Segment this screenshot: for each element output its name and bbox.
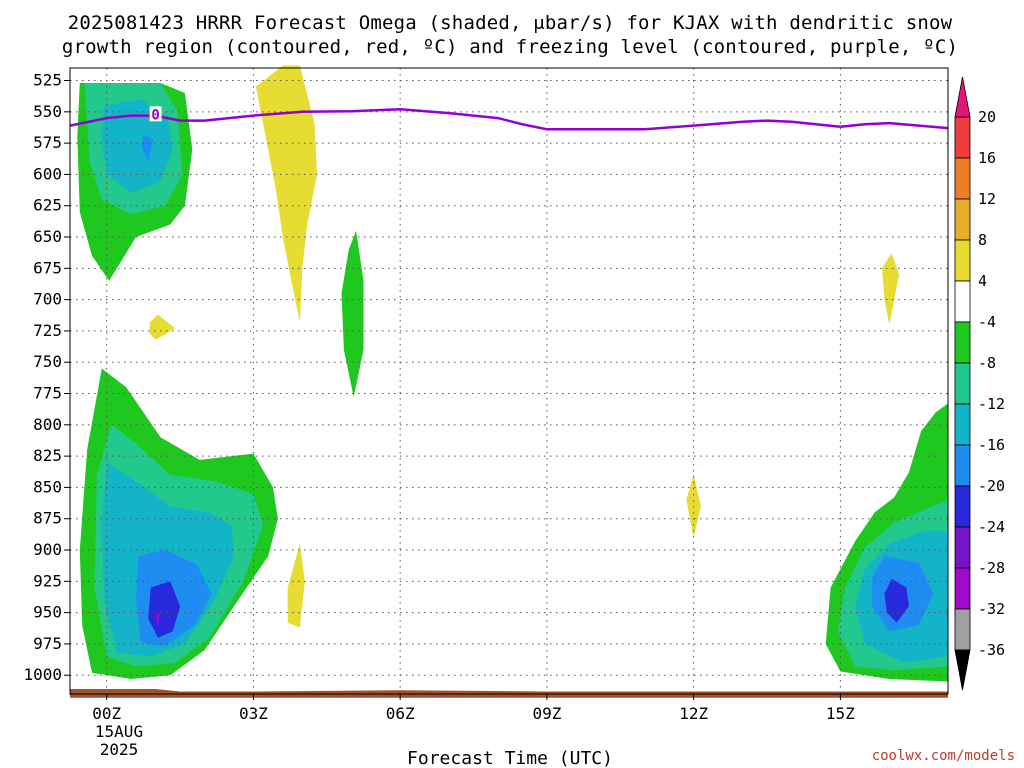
colorbar-bin-3 [955,240,970,281]
ytick-label-525: 525 [33,71,62,90]
freezing-level-label: 0 [151,107,159,123]
colorbar-label-5: -4 [978,313,996,331]
colorbar-bin-4 [955,281,970,322]
ytick-label-975: 975 [33,634,62,653]
colorbar-bin-11 [955,568,970,609]
colorbar-bin-0 [955,117,970,158]
x-date-day: 15AUG [95,722,143,741]
freezing-level-contour: 0 [70,106,948,129]
colorbar-bin-8 [955,445,970,486]
colorbar-label-4: 4 [978,272,987,290]
omega-region-18 [288,544,305,628]
ytick-label-1000: 1000 [23,665,62,684]
ytick-label-900: 900 [33,540,62,559]
colorbar-label-13: -36 [978,641,1005,659]
ytick-label-675: 675 [33,258,62,277]
colorbar-bin-10 [955,527,970,568]
colorbar-bin-1 [955,158,970,199]
colorbar-bin-5 [955,322,970,363]
omega-shaded-regions [77,66,948,682]
x-date-year: 2025 [100,740,139,759]
ytick-label-875: 875 [33,509,62,528]
colorbar: 20 16 12 8 4 -4 -8 -12 -16 -20 -24 -28 -32 -36 [955,77,1005,690]
xtick-label-3: 03Z [239,704,268,723]
y-axis-ticks: 525 550 575 600 625 650 675 700 725 750 775 800 825 8… [23,71,70,685]
ytick-label-700: 700 [33,290,62,309]
ytick-label-550: 550 [33,102,62,121]
colorbar-bin-9 [955,486,970,527]
colorbar-label-11: -28 [978,559,1005,577]
ytick-label-950: 950 [33,603,62,622]
omega-region-20 [882,253,899,324]
ground-fill [70,689,948,698]
ytick-label-600: 600 [33,164,62,183]
ytick-label-850: 850 [33,477,62,496]
colorbar-label-1: 16 [978,149,996,167]
colorbar-label-2: 12 [978,190,996,208]
credit-text: coolwx.com/models [872,748,1015,764]
omega-region-16 [342,231,364,397]
xtick-label-0: 00Z [92,704,121,723]
colorbar-bin-6 [955,363,970,404]
colorbar-bin-2 [955,199,970,240]
xtick-label-6: 06Z [386,704,415,723]
ytick-label-650: 650 [33,227,62,246]
x-axis-label: Forecast Time (UTC) [407,748,613,768]
xtick-label-15: 15Z [826,704,855,723]
xtick-label-12: 12Z [679,704,708,723]
colorbar-over-triangle [955,77,970,117]
ytick-label-625: 625 [33,196,62,215]
colorbar-bin-12 [955,609,970,650]
chart-title-line-1: 2025081423 HRRR Forecast Omega (shaded, … [68,12,953,34]
colorbar-label-7: -12 [978,395,1005,413]
ytick-label-725: 725 [33,321,62,340]
ytick-label-800: 800 [33,415,62,434]
colorbar-label-6: -8 [978,354,996,372]
chart-title-line-2: growth region (contoured, red, ºC) and f… [62,36,958,58]
ground-terrain [70,689,948,698]
colorbar-label-8: -16 [978,436,1005,454]
colorbar-bin-7 [955,404,970,445]
omega-region-17 [150,315,176,340]
x-axis-ticks: 00Z 03Z 06Z 09Z 12Z 15Z [92,694,855,723]
colorbar-label-9: -20 [978,477,1005,495]
colorbar-under-triangle [955,650,970,690]
xtick-label-9: 09Z [532,704,561,723]
ytick-label-775: 775 [33,384,62,403]
ytick-label-925: 925 [33,571,62,590]
omega-region-15 [256,66,317,323]
ytick-label-825: 825 [33,446,62,465]
ytick-label-750: 750 [33,352,62,371]
colorbar-label-3: 8 [978,231,987,249]
ytick-label-575: 575 [33,133,62,152]
colorbar-label-10: -24 [978,518,1005,536]
colorbar-label-12: -32 [978,600,1005,618]
colorbar-label-0: 20 [978,108,996,126]
